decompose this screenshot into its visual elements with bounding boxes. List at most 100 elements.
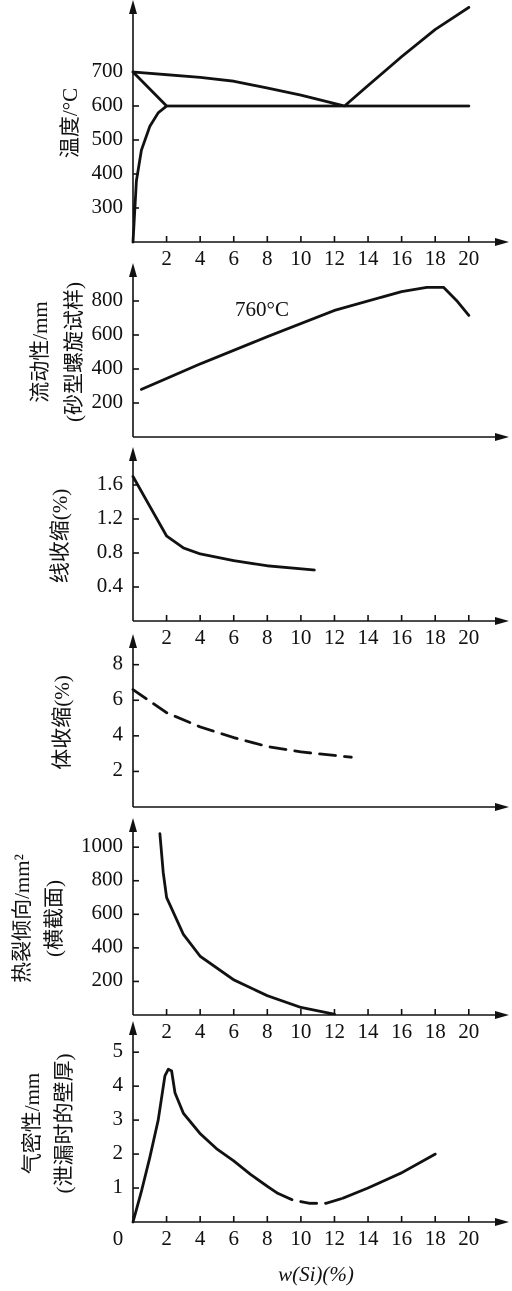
y-axis-arrow — [129, 263, 137, 277]
y-axis-label: 热裂倾向/mm² — [10, 854, 34, 983]
y-axis-label: 气密性/mm — [20, 1073, 44, 1175]
x-tick-label: 8 — [262, 1226, 273, 1250]
y-tick-label: 600 — [92, 92, 124, 116]
x-tick-label: 10 — [290, 1019, 311, 1043]
x-tick-label: 16 — [391, 1019, 412, 1043]
y-axis-label: (砂型螺旋试样) — [62, 282, 86, 422]
y-tick-label: 600 — [92, 321, 124, 345]
x-tick-label: 4 — [195, 1226, 206, 1250]
x-tick-label: 10 — [290, 625, 311, 649]
y-tick-label: 300 — [92, 194, 124, 218]
x-tick-label: 20 — [458, 1226, 479, 1250]
x-tick-label: 10 — [290, 1226, 311, 1250]
x-tick-label: 4 — [195, 1019, 206, 1043]
y-tick-label: 1.2 — [97, 505, 123, 529]
x-tick-label: 2 — [161, 246, 172, 270]
x-tick-label: 20 — [458, 246, 479, 270]
x-tick-label: 2 — [161, 625, 172, 649]
y-tick-label: 800 — [92, 287, 124, 311]
x-axis-arrow — [495, 803, 509, 811]
y-tick-label: 400 — [92, 355, 124, 379]
y-tick-label: 1.6 — [97, 471, 123, 495]
y-axis-arrow — [129, 634, 137, 648]
y-tick-label: 2 — [113, 1140, 124, 1164]
y-tick-label: 500 — [92, 126, 124, 150]
x-axis-arrow — [495, 238, 509, 246]
x-tick-label: 2 — [161, 1019, 172, 1043]
x-tick-label: 14 — [358, 246, 380, 270]
data-line — [131, 70, 168, 108]
x-tick-label: 18 — [425, 1226, 446, 1250]
y-axis-arrow — [129, 0, 137, 14]
x-tick-label: 12 — [324, 625, 345, 649]
x-tick-label: 18 — [425, 625, 446, 649]
x-tick-label: 16 — [391, 1226, 412, 1250]
data-line — [158, 832, 336, 1016]
x-tick-label: 20 — [458, 1019, 479, 1043]
y-axis-label: 温度/°C — [58, 88, 82, 158]
data-line — [131, 688, 353, 759]
x-tick-label: 14 — [358, 625, 380, 649]
x-tick-label: 8 — [262, 246, 273, 270]
data-line — [131, 104, 168, 244]
x-tick-label: 12 — [324, 1226, 345, 1250]
y-tick-label: 400 — [92, 934, 124, 958]
y-tick-label: 400 — [92, 160, 124, 184]
x-tick-label: 6 — [228, 1019, 239, 1043]
y-axis-arrow — [129, 1021, 137, 1035]
x-tick-label: 6 — [228, 625, 239, 649]
x-tick-label: 10 — [290, 246, 311, 270]
x-tick-label: 0 — [113, 1226, 124, 1250]
x-tick-label: 16 — [391, 246, 412, 270]
y-tick-label: 700 — [92, 58, 124, 82]
x-tick-label: 18 — [425, 1019, 446, 1043]
y-tick-label: 0.8 — [97, 539, 123, 563]
y-tick-label: 5 — [113, 1038, 124, 1062]
x-tick-label: 18 — [425, 246, 446, 270]
x-tick-label: 8 — [262, 625, 273, 649]
y-tick-label: 0.4 — [97, 573, 124, 597]
x-tick-label: 12 — [324, 246, 345, 270]
y-tick-label: 8 — [113, 650, 124, 674]
y-axis-label: 线收缩(%) — [48, 489, 72, 583]
x-axis-arrow — [495, 617, 509, 625]
x-axis-label: w(Si)(%) — [278, 1262, 354, 1286]
x-tick-label: 20 — [458, 625, 479, 649]
x-tick-label: 6 — [228, 246, 239, 270]
y-axis-label: (泄漏时的壁厚) — [52, 1054, 76, 1194]
x-tick-label: 14 — [358, 1019, 380, 1043]
x-tick-label: 12 — [324, 1019, 345, 1043]
annotation: 760°C — [235, 297, 289, 321]
x-tick-label: 4 — [195, 625, 206, 649]
y-tick-label: 4 — [113, 1072, 124, 1096]
x-tick-label: 6 — [228, 1226, 239, 1250]
x-tick-label: 4 — [195, 246, 206, 270]
y-axis-arrow — [129, 818, 137, 832]
y-tick-label: 200 — [92, 967, 124, 991]
x-tick-label: 16 — [391, 625, 412, 649]
data-line — [131, 475, 316, 572]
y-tick-label: 6 — [113, 686, 124, 710]
y-axis-arrow — [129, 447, 137, 461]
x-tick-label: 8 — [262, 1019, 273, 1043]
y-tick-label: 1 — [113, 1174, 124, 1198]
y-tick-label: 2 — [113, 757, 124, 781]
x-axis-arrow — [495, 433, 509, 441]
x-tick-label: 2 — [161, 1226, 172, 1250]
x-axis-arrow — [495, 1218, 509, 1226]
y-tick-label: 4 — [113, 722, 124, 746]
y-tick-label: 600 — [92, 900, 124, 924]
x-tick-label: 14 — [358, 1226, 380, 1250]
data-line — [131, 70, 346, 108]
y-axis-label: 流动性/mm — [28, 301, 52, 403]
y-tick-label: 1000 — [81, 833, 123, 857]
y-axis-label: (横截面) — [42, 880, 66, 957]
y-tick-label: 800 — [92, 867, 124, 891]
data-line — [343, 6, 471, 108]
y-tick-label: 200 — [92, 389, 124, 413]
data-line — [276, 1191, 345, 1205]
y-tick-label: 3 — [113, 1106, 124, 1130]
data-line — [341, 1152, 437, 1200]
x-axis-arrow — [495, 1011, 509, 1019]
